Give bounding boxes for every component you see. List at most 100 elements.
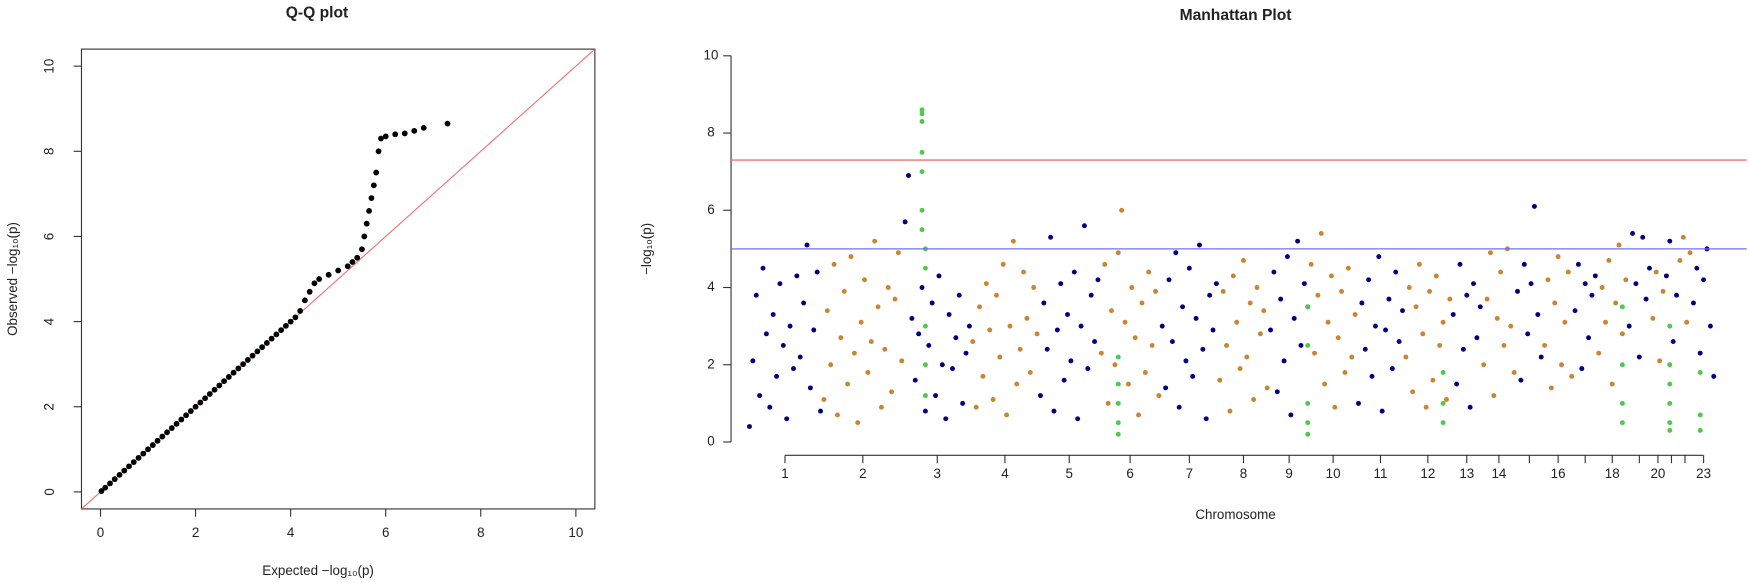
figure-content: Q-Q plot Expected −log₁₀(p) Observed −lo… bbox=[5, 5, 1747, 578]
point bbox=[1711, 373, 1717, 379]
point bbox=[821, 397, 827, 402]
point bbox=[145, 446, 151, 453]
point bbox=[1115, 250, 1121, 256]
point bbox=[1058, 281, 1064, 287]
point bbox=[1579, 366, 1585, 372]
point bbox=[895, 250, 901, 256]
point bbox=[899, 358, 905, 364]
point bbox=[1244, 354, 1250, 360]
point bbox=[1508, 323, 1514, 329]
point bbox=[1095, 277, 1101, 283]
point bbox=[1318, 230, 1324, 236]
point bbox=[164, 429, 170, 436]
point bbox=[953, 335, 959, 341]
y-tick-label: 6 bbox=[707, 202, 714, 217]
point bbox=[278, 327, 285, 334]
point bbox=[1051, 408, 1057, 414]
highlight-point bbox=[1115, 400, 1121, 406]
point bbox=[197, 399, 204, 406]
point bbox=[1677, 258, 1683, 263]
point bbox=[1531, 203, 1537, 209]
point bbox=[780, 342, 786, 348]
x-axis-label: Chromosome bbox=[1195, 507, 1275, 522]
point bbox=[1325, 319, 1331, 325]
point bbox=[1068, 358, 1074, 364]
point bbox=[851, 350, 857, 356]
point bbox=[249, 352, 256, 359]
point bbox=[750, 358, 756, 364]
point bbox=[1471, 281, 1476, 287]
point bbox=[1663, 273, 1669, 279]
point bbox=[316, 276, 323, 282]
point bbox=[259, 344, 266, 351]
point bbox=[1149, 342, 1155, 348]
highlight-point bbox=[922, 362, 928, 368]
point bbox=[1109, 308, 1114, 314]
point bbox=[1376, 254, 1382, 260]
point bbox=[922, 408, 928, 414]
point bbox=[1332, 404, 1338, 410]
point bbox=[344, 263, 351, 270]
y-tick-label: 8 bbox=[707, 125, 714, 140]
highlight-point bbox=[1619, 362, 1625, 368]
point bbox=[183, 412, 189, 419]
x-tick-label: 4 bbox=[1001, 466, 1009, 481]
point bbox=[1440, 319, 1446, 325]
point bbox=[862, 277, 867, 283]
highlight-point bbox=[1440, 420, 1446, 426]
point bbox=[1034, 331, 1040, 337]
point bbox=[757, 393, 763, 399]
point bbox=[178, 416, 185, 423]
point bbox=[872, 238, 878, 244]
point bbox=[868, 339, 874, 345]
point bbox=[335, 267, 342, 274]
point bbox=[1599, 285, 1605, 290]
point bbox=[892, 296, 898, 302]
point bbox=[1213, 281, 1219, 287]
x-tick-label: 8 bbox=[1240, 466, 1247, 481]
y-axis-label: Observed −log₁₀(p) bbox=[5, 222, 20, 336]
point bbox=[848, 254, 854, 260]
point bbox=[1427, 288, 1433, 294]
point bbox=[375, 148, 382, 155]
point bbox=[1467, 404, 1473, 410]
x-tick-label: 18 bbox=[1605, 466, 1620, 481]
point bbox=[1261, 308, 1267, 314]
point bbox=[1521, 261, 1527, 267]
point bbox=[1616, 242, 1622, 248]
point bbox=[1609, 381, 1615, 387]
point bbox=[354, 254, 361, 261]
point bbox=[1640, 234, 1646, 240]
highlight-point bbox=[1115, 381, 1121, 387]
point bbox=[1173, 250, 1179, 256]
point bbox=[1437, 342, 1443, 348]
point bbox=[1545, 277, 1551, 283]
point bbox=[1372, 323, 1378, 329]
x-tick-label: 4 bbox=[287, 525, 295, 540]
point bbox=[1207, 292, 1213, 298]
point bbox=[1291, 315, 1297, 321]
point bbox=[302, 297, 308, 304]
point bbox=[1362, 346, 1368, 352]
y-tick-label: 2 bbox=[707, 356, 714, 371]
point bbox=[1007, 323, 1013, 329]
point bbox=[885, 285, 891, 290]
point bbox=[254, 348, 261, 355]
point bbox=[1518, 377, 1524, 383]
x-tick-label: 6 bbox=[1126, 466, 1133, 481]
point bbox=[1684, 319, 1690, 325]
point bbox=[1004, 412, 1010, 418]
point bbox=[1139, 300, 1145, 306]
point bbox=[1166, 277, 1172, 283]
point bbox=[1603, 319, 1608, 325]
point bbox=[1122, 319, 1128, 325]
point bbox=[325, 271, 332, 278]
point bbox=[1264, 385, 1270, 391]
point bbox=[1565, 269, 1571, 275]
point bbox=[1511, 370, 1517, 375]
point bbox=[939, 362, 945, 368]
point bbox=[1176, 404, 1182, 410]
x-tick-label: 3 bbox=[934, 466, 941, 481]
point bbox=[916, 331, 922, 337]
